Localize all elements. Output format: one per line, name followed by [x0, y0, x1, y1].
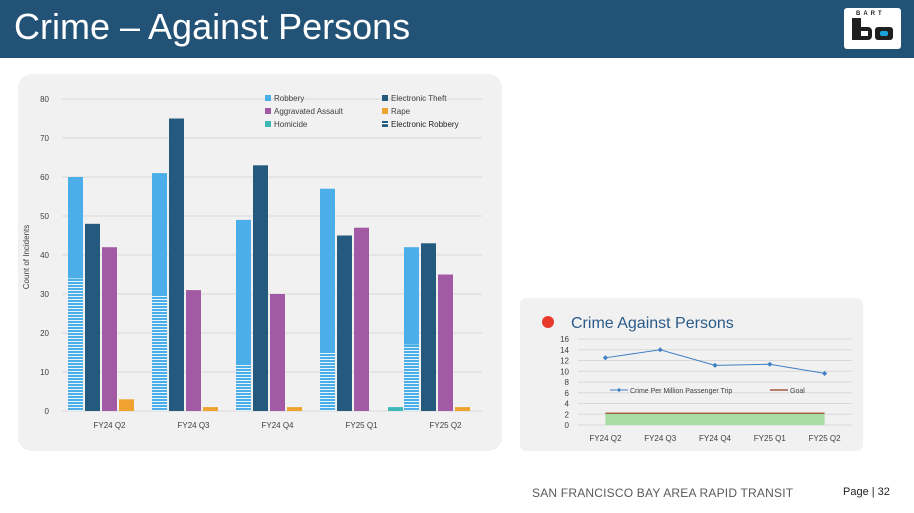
bar-aggravated-assault [270, 294, 285, 411]
bar-aggravated-assault [354, 227, 369, 411]
legend-swatch-stripe [382, 123, 388, 125]
legend-label: Rape [391, 107, 411, 116]
bar-rape [203, 407, 218, 411]
x-tick-label: FY25 Q1 [754, 434, 787, 443]
x-tick-label: FY24 Q4 [261, 421, 294, 430]
y-tick-label: 30 [40, 290, 49, 299]
bar-electronic-theft [169, 118, 184, 411]
bar-electronic-robbery [152, 294, 167, 411]
y-tick-label: 60 [40, 173, 49, 182]
bar-electronic-theft [85, 223, 100, 411]
title-marker-dot [542, 316, 554, 328]
legend-swatch [265, 108, 271, 114]
x-tick-label: FY24 Q4 [699, 434, 732, 443]
bar-electronic-theft [253, 165, 268, 411]
y-tick-label: 14 [560, 346, 569, 355]
crime-rate-line [605, 349, 825, 374]
logo-a-inner [880, 31, 888, 36]
legend-label: Goal [790, 388, 805, 395]
legend-swatch [265, 121, 271, 127]
bar-rape [287, 407, 302, 411]
y-tick-label: 10 [560, 367, 569, 376]
y-tick-label: 80 [40, 95, 49, 104]
y-tick-label: 4 [565, 400, 570, 409]
bar-rape [119, 399, 134, 411]
bar-electronic-theft [421, 243, 436, 411]
bart-logo: BART [844, 8, 901, 49]
legend-swatch [382, 95, 388, 101]
legend-label: Crime Per Million Passenger Trip [630, 388, 732, 395]
bar-aggravated-assault [186, 290, 201, 411]
y-tick-label: 50 [40, 212, 49, 221]
x-tick-label: FY24 Q2 [589, 434, 622, 443]
header-bar: Crime – Against Persons BART [0, 0, 914, 58]
bar-aggravated-assault [438, 274, 453, 411]
y-tick-label: 16 [560, 335, 569, 344]
logo-b-bowl [852, 27, 872, 40]
bar-robbery [236, 219, 251, 411]
bar-electronic-robbery [404, 344, 419, 411]
y-tick-label: 8 [565, 378, 570, 387]
bar-rape [455, 407, 470, 411]
bar-electronic-robbery [236, 364, 251, 411]
x-tick-label: FY24 Q3 [644, 434, 677, 443]
crime-rate-point [767, 361, 773, 367]
bar-aggravated-assault [102, 247, 117, 411]
legend-marker-crime [616, 387, 622, 393]
goal-fill-area [605, 413, 825, 425]
legend-label: Aggravated Assault [274, 107, 344, 116]
x-tick-label: FY24 Q2 [93, 421, 126, 430]
bar-electronic-robbery [320, 352, 335, 411]
x-tick-label: FY25 Q1 [345, 421, 378, 430]
x-tick-label: FY25 Q2 [429, 421, 462, 430]
x-tick-label: FY25 Q2 [809, 434, 842, 443]
bar-electronic-robbery [68, 278, 83, 411]
crime-rate-point [822, 370, 828, 376]
crime-rate-point [657, 347, 663, 353]
y-tick-label: 0 [565, 421, 570, 430]
page-title: Crime – Against Persons [14, 6, 411, 47]
bar-electronic-theft [337, 235, 352, 411]
y-tick-label: 0 [45, 407, 50, 416]
footer-org: SAN FRANCISCO BAY AREA RAPID TRANSIT [532, 486, 794, 500]
y-tick-label: 6 [565, 389, 570, 398]
bar-homicide [388, 407, 403, 411]
y-axis-label: Count of Incidents [22, 225, 31, 289]
y-tick-label: 20 [40, 329, 49, 338]
y-tick-label: 2 [565, 410, 570, 419]
y-tick-label: 10 [40, 368, 49, 377]
y-tick-label: 40 [40, 251, 49, 260]
y-tick-label: 12 [560, 357, 569, 366]
legend-label: Electronic Theft [391, 94, 447, 103]
legend-swatch [382, 108, 388, 114]
crime-rate-point [602, 355, 608, 361]
x-tick-label: FY24 Q3 [177, 421, 210, 430]
legend-swatch [265, 95, 271, 101]
legend-label: Robbery [274, 94, 304, 103]
crime-rate-point [712, 362, 718, 368]
legend-label: Homicide [274, 120, 308, 129]
y-tick-label: 70 [40, 134, 49, 143]
line-chart-title: Crime Against Persons [571, 315, 734, 332]
page-number: Page | 32 [843, 486, 890, 498]
legend-label: Electronic Robbery [391, 120, 459, 129]
logo-text: BART [856, 11, 885, 17]
